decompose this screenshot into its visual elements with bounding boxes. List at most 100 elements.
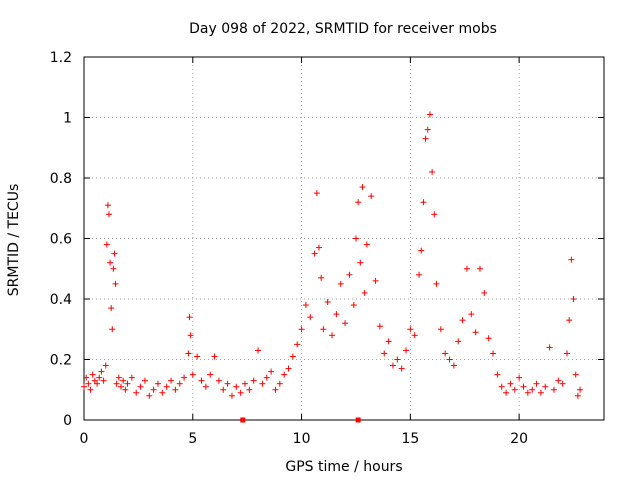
data-point — [320, 326, 327, 333]
data-point — [113, 380, 120, 387]
data-point — [159, 389, 166, 396]
data-point — [94, 380, 101, 387]
data-point — [476, 265, 483, 272]
data-point — [315, 244, 322, 251]
y-tick-label: 0 — [63, 413, 72, 429]
data-point — [302, 302, 309, 309]
x-tick-label: 5 — [188, 431, 197, 447]
x-tick-label: 0 — [80, 431, 89, 447]
data-point — [122, 386, 129, 393]
data-point — [385, 338, 392, 345]
data-point — [198, 377, 205, 384]
data-point — [272, 386, 279, 393]
data-point — [324, 299, 331, 306]
data-point — [342, 320, 349, 327]
data-point — [437, 326, 444, 333]
data-point — [533, 380, 540, 387]
x-axis-label: GPS time / hours — [285, 459, 402, 475]
data-point — [106, 211, 113, 218]
data-point — [100, 377, 107, 384]
data-point — [357, 259, 364, 266]
data-point — [485, 335, 492, 342]
data-point — [376, 323, 383, 330]
data-point — [285, 365, 292, 372]
data-point — [103, 241, 110, 248]
data-point — [268, 368, 275, 375]
data-point — [83, 374, 90, 381]
data-point — [426, 111, 433, 118]
data-point — [224, 380, 231, 387]
data-point — [202, 383, 209, 390]
data-point — [429, 168, 436, 175]
data-point — [96, 374, 103, 381]
data-point — [207, 371, 214, 378]
data-point — [87, 386, 94, 393]
data-point — [420, 199, 427, 206]
data-point — [468, 311, 475, 318]
data-point — [311, 250, 318, 257]
data-point — [564, 350, 571, 357]
data-point — [494, 371, 501, 378]
x-tick-label: 10 — [293, 431, 311, 447]
y-tick-label: 1 — [63, 111, 72, 127]
data-point — [172, 386, 179, 393]
data-point — [568, 256, 575, 263]
data-point — [418, 247, 425, 254]
data-point — [124, 380, 131, 387]
data-point — [516, 374, 523, 381]
data-point — [498, 383, 505, 390]
data-point — [355, 199, 362, 206]
data-point — [146, 392, 153, 399]
data-point — [228, 392, 235, 399]
data-point — [112, 280, 119, 287]
data-point — [577, 386, 584, 393]
data-point — [98, 368, 105, 375]
data-point — [411, 332, 418, 339]
data-point — [185, 350, 192, 357]
data-point — [168, 377, 175, 384]
data-point — [459, 317, 466, 324]
data-point — [189, 371, 196, 378]
data-point — [398, 365, 405, 372]
data-point — [313, 190, 320, 197]
data-point — [361, 289, 368, 296]
axis-marker — [355, 417, 361, 423]
data-point — [507, 380, 514, 387]
grid — [84, 57, 604, 420]
data-point — [89, 371, 96, 378]
data-point — [194, 353, 201, 360]
data-point — [352, 235, 359, 242]
y-tick-label: 1.2 — [50, 50, 72, 66]
data-point — [81, 383, 87, 390]
data-point — [186, 314, 193, 321]
data-point — [91, 377, 98, 384]
data-point — [559, 380, 566, 387]
data-point — [524, 389, 531, 396]
data-point — [150, 386, 157, 393]
data-point — [250, 377, 257, 384]
data-point — [481, 289, 488, 296]
data-point — [215, 377, 222, 384]
data-point — [289, 353, 296, 360]
data-point — [446, 356, 453, 363]
data-point — [115, 374, 122, 381]
data-point — [259, 380, 266, 387]
data-point — [389, 362, 396, 369]
data-point — [566, 317, 573, 324]
data-point — [537, 389, 544, 396]
data-point — [450, 362, 457, 369]
data-point — [246, 386, 253, 393]
data-point — [546, 344, 553, 351]
chart-title: Day 098 of 2022, SRMTID for receiver mob… — [189, 21, 497, 37]
data-point — [318, 274, 325, 281]
data-point — [128, 374, 135, 381]
data-point — [490, 350, 497, 357]
data-point — [433, 280, 440, 287]
data-point — [424, 126, 431, 133]
data-point — [329, 332, 336, 339]
data-point — [104, 202, 111, 209]
data-point — [263, 374, 270, 381]
data-point — [472, 329, 479, 336]
data-point — [381, 350, 388, 357]
